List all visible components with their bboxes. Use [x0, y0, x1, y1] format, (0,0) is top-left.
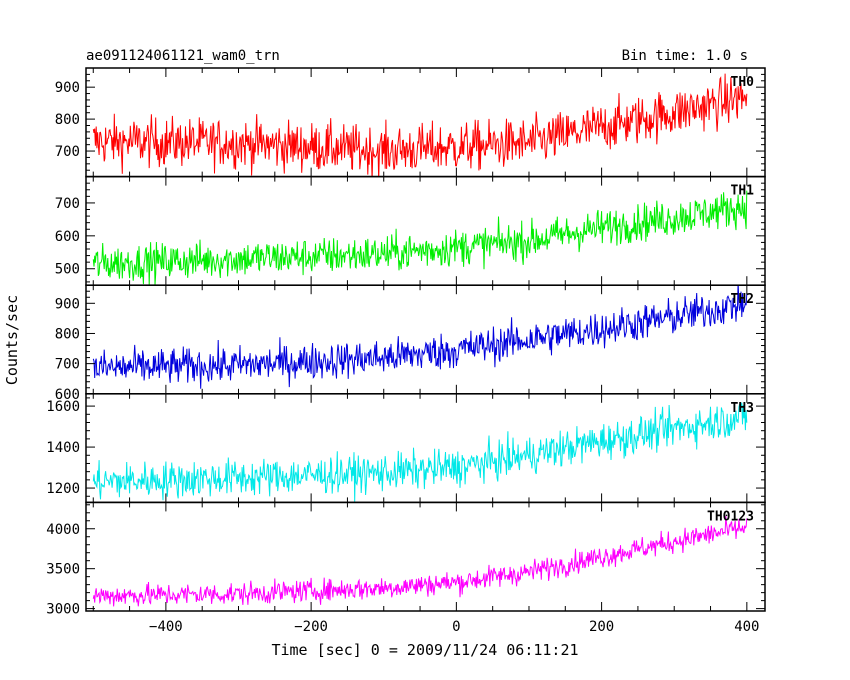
- panel-label: TH0123: [707, 509, 754, 524]
- series-line-th2: [92, 285, 748, 389]
- y-tick-label: 600: [55, 387, 80, 403]
- panel-th0: 700 800 900 TH0: [55, 67, 766, 178]
- y-tick-label: 3000: [46, 602, 80, 618]
- x-axis: −400 −200 0 200 400: [92, 68, 759, 635]
- y-tick-label: 1400: [46, 440, 80, 456]
- chart-title: ae091124061121_wam0_trn: [86, 48, 280, 64]
- y-tick-label: 4000: [46, 522, 80, 538]
- y-tick-label: 800: [55, 112, 80, 128]
- series-line-th0: [92, 73, 748, 177]
- x-axis-label: Time [sec] 0 = 2009/11/24 06:11:21: [271, 641, 578, 659]
- y-tick-label: 700: [55, 144, 80, 160]
- series-line-th3: [92, 402, 748, 502]
- bin-time-label: Bin time: 1.0 s: [622, 48, 748, 64]
- y-tick-label: 800: [55, 326, 80, 342]
- y-tick-label: 3500: [46, 562, 80, 578]
- panel-th3: 1200 1400 1600 TH3: [46, 393, 766, 504]
- y-tick-label: 1200: [46, 481, 80, 497]
- x-tick-label: 0: [452, 619, 460, 635]
- panel-label: TH2: [731, 292, 754, 307]
- panels-group: 700 800 900 TH0 500 600 700 TH1 600 700 800 900 TH2 1…: [46, 67, 766, 618]
- series-line-th1: [92, 190, 748, 285]
- panel-label: TH1: [731, 184, 755, 199]
- y-tick-label: 700: [55, 196, 80, 212]
- x-tick-label: 200: [589, 619, 614, 635]
- panel-th0123: 3000 3500 4000 TH0123: [46, 501, 766, 618]
- x-tick-label: −200: [294, 619, 328, 635]
- y-axis-label: Counts/sec: [3, 295, 21, 385]
- panel-frame: [85, 501, 766, 612]
- x-tick-label: −400: [149, 619, 183, 635]
- y-tick-label: 900: [55, 80, 80, 96]
- panel-th1: 500 600 700 TH1: [55, 175, 766, 286]
- y-tick-label: 900: [55, 296, 80, 312]
- series-line-th0123: [92, 516, 748, 607]
- panel-label: TH0: [731, 75, 755, 90]
- y-tick-label: 1600: [46, 399, 80, 415]
- y-tick-label: 500: [55, 262, 80, 278]
- panel-th2: 600 700 800 900 TH2: [55, 284, 766, 403]
- panel-label: TH3: [731, 401, 754, 416]
- y-tick-label: 700: [55, 357, 80, 373]
- panel-frame: [85, 67, 766, 178]
- x-tick-label: 400: [734, 619, 759, 635]
- y-tick-label: 600: [55, 229, 80, 245]
